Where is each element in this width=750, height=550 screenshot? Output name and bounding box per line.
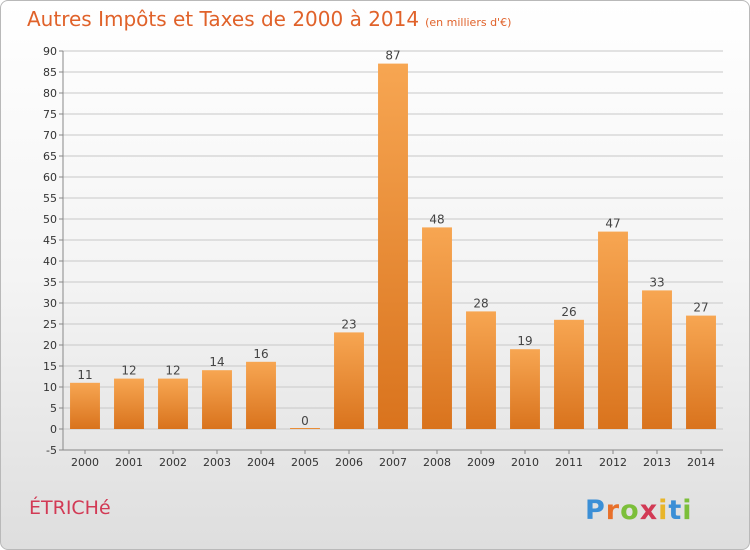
- bar-2001: [114, 378, 144, 429]
- labels: -5 0 5 10 15 20 25 30 35 40 45 50 55 60 65 70 75 80 85 90 11…: [43, 45, 715, 469]
- bar-2008: [422, 227, 452, 429]
- y-tick-label: 5: [50, 402, 57, 415]
- value-label-2008: 48: [429, 212, 444, 226]
- x-tick-label-2001: 2001: [115, 456, 143, 469]
- x-tick-label-2010: 2010: [511, 456, 539, 469]
- bar-2009: [466, 311, 496, 429]
- y-tick-label: 25: [43, 318, 57, 331]
- y-tick-label: 20: [43, 339, 57, 352]
- x-tick-label-2011: 2011: [555, 456, 583, 469]
- value-label-2014: 27: [693, 301, 708, 315]
- unit-note: (en milliers d'€): [425, 16, 512, 29]
- x-tick-label-2002: 2002: [159, 456, 187, 469]
- y-tick-label: 45: [43, 234, 57, 247]
- value-label-2010: 19: [517, 334, 532, 348]
- y-tick-label: 65: [43, 150, 57, 163]
- svg-text:Proxiti: Proxiti: [585, 495, 693, 526]
- x-tick-label-2006: 2006: [335, 456, 363, 469]
- y-tick-label: 75: [43, 108, 57, 121]
- value-label-2009: 28: [473, 296, 488, 310]
- x-tick-label-2008: 2008: [423, 456, 451, 469]
- proxiti-logo: Proxiti: [585, 495, 693, 526]
- y-tick-label: 10: [43, 381, 57, 394]
- value-label-2011: 26: [561, 305, 576, 319]
- value-label-2000: 11: [77, 368, 92, 382]
- axes: [59, 50, 723, 454]
- value-label-2006: 23: [341, 317, 356, 331]
- x-tick-label-2007: 2007: [379, 456, 407, 469]
- bar-2000: [70, 382, 100, 429]
- bar-2002: [158, 378, 188, 429]
- y-tick-label: -5: [46, 444, 57, 457]
- x-tick-label-2012: 2012: [599, 456, 627, 469]
- value-label-2001: 12: [121, 364, 136, 378]
- bar-2007: [378, 63, 408, 429]
- value-label-2003: 14: [209, 355, 224, 369]
- bar-2003: [202, 370, 232, 429]
- bar-2013: [642, 290, 672, 429]
- bar-2014: [686, 315, 716, 429]
- y-tick-label: 30: [43, 297, 57, 310]
- y-tick-label: 40: [43, 255, 57, 268]
- x-tick-label-2009: 2009: [467, 456, 495, 469]
- bar-2012: [598, 231, 628, 429]
- x-tick-label-2004: 2004: [247, 456, 275, 469]
- value-label-2005: 0: [301, 414, 309, 428]
- x-tick-label-2000: 2000: [71, 456, 99, 469]
- y-tick-label: 85: [43, 66, 57, 79]
- value-label-2004: 16: [253, 347, 268, 361]
- y-tick-label: 70: [43, 129, 57, 142]
- x-tick-label-2014: 2014: [687, 456, 715, 469]
- value-label-2013: 33: [649, 275, 664, 289]
- x-tick-label-2003: 2003: [203, 456, 231, 469]
- bar-2011: [554, 319, 584, 429]
- chart-title-block: Autres Impôts et Taxes de 2000 à 2014 (en…: [27, 7, 511, 31]
- bar-2004: [246, 361, 276, 429]
- y-tick-label: 60: [43, 171, 57, 184]
- bar-2006: [334, 332, 364, 429]
- town-name: ÉTRICHé: [29, 497, 111, 519]
- value-label-2002: 12: [165, 364, 180, 378]
- bar-2010: [510, 349, 540, 429]
- x-tick-label-2013: 2013: [643, 456, 671, 469]
- y-tick-label: 90: [43, 45, 57, 58]
- value-label-2007: 87: [385, 49, 400, 63]
- y-tick-label: 80: [43, 87, 57, 100]
- y-tick-label: 15: [43, 360, 57, 373]
- x-tick-label-2005: 2005: [291, 456, 319, 469]
- bar-2005: [290, 428, 320, 429]
- y-tick-label: 35: [43, 276, 57, 289]
- y-tick-label: 55: [43, 192, 57, 205]
- value-label-2012: 47: [605, 217, 620, 231]
- y-tick-label: 0: [50, 423, 57, 436]
- y-tick-label: 50: [43, 213, 57, 226]
- bars: [70, 63, 716, 429]
- chart-title: Autres Impôts et Taxes de 2000 à 2014: [27, 7, 420, 31]
